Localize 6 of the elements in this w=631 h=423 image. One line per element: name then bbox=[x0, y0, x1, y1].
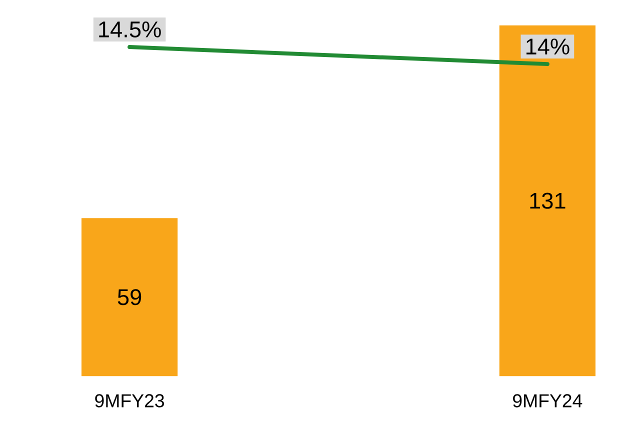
x-tick-label: 9MFY23 bbox=[95, 394, 164, 408]
data-label: 59 bbox=[118, 289, 142, 306]
x-tick-label: 9MFY24 bbox=[513, 394, 582, 408]
data-label: 14% bbox=[526, 38, 570, 54]
data-label: 131 bbox=[530, 192, 566, 209]
data-label: 14.5% bbox=[99, 21, 161, 38]
